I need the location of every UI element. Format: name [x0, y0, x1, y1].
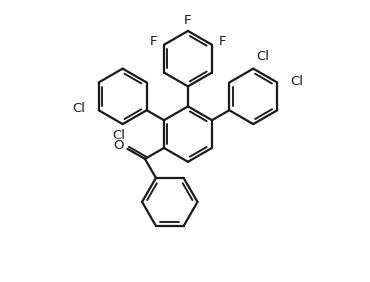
Text: Cl: Cl: [112, 129, 125, 142]
Text: F: F: [184, 14, 192, 27]
Text: F: F: [219, 35, 226, 48]
Text: F: F: [149, 35, 157, 48]
Text: O: O: [114, 140, 124, 153]
Text: Cl: Cl: [72, 102, 85, 115]
Text: Cl: Cl: [256, 50, 269, 63]
Text: Cl: Cl: [290, 75, 303, 88]
